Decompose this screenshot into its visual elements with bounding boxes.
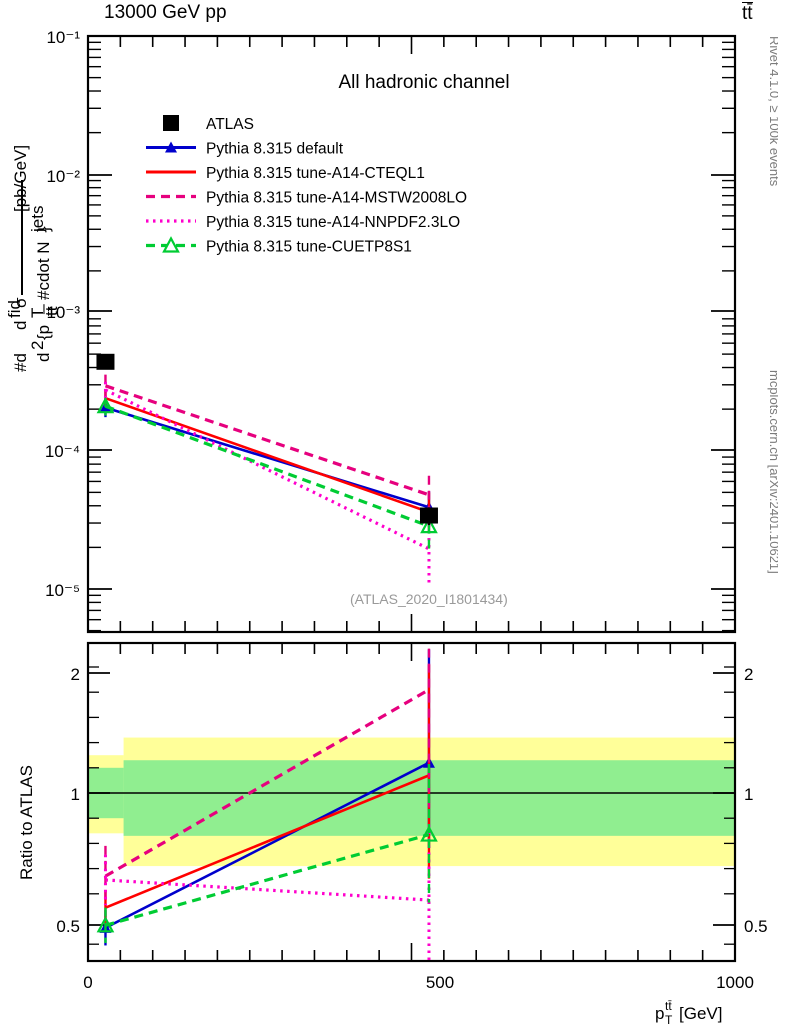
side-note-mcplots: mcplots.cern.ch [arXiv:2401.10621] — [752, 370, 778, 640]
svg-text:σ: σ — [11, 297, 30, 308]
main-ytick-label-1: 10⁻² — [46, 167, 80, 186]
legend-label-5: Pythia 8.315 tune-CUETP8S1 — [206, 239, 412, 256]
main-plot-title: All hadronic channel — [338, 72, 509, 93]
legend-label-1: Pythia 8.315 default — [206, 141, 344, 158]
xaxis-label-unit: [GeV] — [679, 1004, 722, 1023]
side-note-rivet-text: Rivet 4.1.0, ≥ 100k events — [767, 36, 778, 187]
svg-text:#d: #d — [11, 353, 30, 372]
legend-label-2: Pythia 8.315 tune-A14-CTEQL1 — [206, 165, 425, 182]
svg-text:}: } — [34, 226, 53, 232]
header-left-label: 13000 GeV pp — [104, 2, 227, 23]
main-ytick-label-4: 10⁻⁵ — [45, 581, 80, 600]
xtick-label-2: 1000 — [716, 973, 754, 992]
svg-text:d: d — [34, 353, 53, 362]
legend-label-3: Pythia 8.315 tune-A14-MSTW2008LO — [206, 190, 467, 207]
svg-text:tt̅: tt̅ — [42, 304, 61, 316]
svg-text:T: T — [28, 308, 47, 318]
ttbar-symbol: tt̄ — [742, 2, 753, 24]
ratio-uncertainty-bands — [88, 737, 735, 867]
main-ytick-label-0: 10⁻¹ — [46, 28, 80, 47]
ratio-ytick-label-right-1: 1 — [744, 785, 753, 804]
header-right-label: tt̄ — [742, 2, 753, 25]
ratio-ytick-label-right-0: 2 — [744, 665, 753, 684]
analysis-watermark: (ATLAS_2020_I1801434) — [350, 591, 508, 607]
side-note-mcplots-text: mcplots.cern.ch [arXiv:2401.10621] — [767, 370, 778, 574]
ratio-ytick-label-left-1: 1 — [71, 785, 80, 804]
ratio-plot-panel: Ratio to ATLAS 2 1 0.5 2 1 0.5 0 500 100… — [0, 640, 786, 1024]
ratio-ytick-label-left-2: 0.5 — [56, 917, 80, 936]
main-ytick-label-3: 10⁻⁴ — [45, 442, 80, 461]
ratio-ytick-label-left-0: 2 — [71, 665, 80, 684]
legend-marker-atlas — [163, 115, 179, 131]
ratio-ytick-label-right-2: 0.5 — [744, 917, 768, 936]
legend-marker-5 — [162, 236, 180, 253]
legend-marker-1 — [165, 141, 177, 153]
main-plot-frame — [86, 34, 737, 634]
main-data-curves — [96, 353, 438, 587]
ratio-ylabel: Ratio to ATLAS — [17, 765, 36, 880]
xaxis-label-sup: tt̄ — [665, 999, 672, 1013]
side-note-rivet: Rivet 4.1.0, ≥ 100k events — [752, 36, 778, 296]
main-ytick-label-2: 10⁻³ — [46, 303, 80, 322]
xaxis-label-base: p — [655, 1004, 664, 1023]
ratio-data-curves — [96, 643, 438, 961]
svg-text:d: d — [11, 321, 30, 330]
legend-label-4: Pythia 8.315 tune-A14-NNPDF2.3LO — [206, 214, 460, 231]
svg-text:2: 2 — [28, 341, 47, 350]
xaxis-label-sub: T — [665, 1013, 673, 1024]
svg-text:fid: fid — [5, 300, 24, 318]
xaxis-label: p T tt̄ [GeV] — [655, 999, 722, 1024]
legend-label-0: ATLAS — [206, 116, 254, 133]
xtick-label-1: 500 — [426, 973, 454, 992]
svg-text:{p: {p — [34, 325, 53, 340]
svg-text:[pb/GeV]: [pb/GeV] — [11, 145, 30, 212]
main-xaxis-ticks — [87, 36, 736, 632]
ratio-xaxis-ticks — [87, 643, 736, 961]
legend: ATLAS Pythia 8.315 default Pythia 8.315 tu… — [146, 115, 467, 256]
main-yaxis-ticks — [88, 35, 735, 632]
main-ylabel: #d d fid σ d 2 {p tt̅ T #cdot N jets } [… — [5, 145, 61, 372]
svg-text:jets: jets — [28, 206, 47, 233]
xtick-label-0: 0 — [83, 973, 92, 992]
ratio-yaxis-ticks — [88, 666, 735, 945]
svg-text:#cdot N: #cdot N — [34, 241, 53, 300]
main-plot-panel: #d d fid σ d 2 {p tt̅ T #cdot N jets } [… — [5, 28, 737, 634]
